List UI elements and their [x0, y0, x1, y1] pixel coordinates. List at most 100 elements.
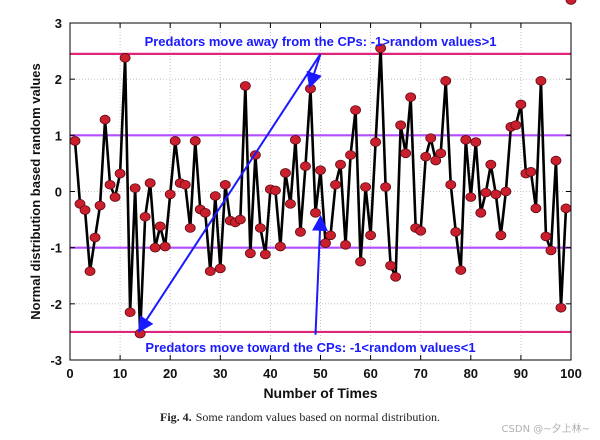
x-tick-label: 40 [263, 366, 277, 381]
data-point [495, 230, 507, 241]
data-point [129, 183, 141, 193]
data-point [550, 155, 562, 166]
data-point [320, 238, 331, 248]
data-point [545, 245, 557, 256]
data-point [244, 248, 256, 259]
data-point [199, 208, 211, 218]
chart: Predators move away from the CPs: -1>ran… [28, 0, 582, 401]
annotation-away: Predators move away from the CPs: -1>ran… [145, 34, 497, 49]
data-point [470, 137, 482, 147]
data-point [435, 148, 447, 159]
x-tick-label: 100 [560, 366, 582, 381]
data-point [214, 263, 226, 274]
y-tick-label: -2 [50, 297, 62, 312]
data-point [485, 159, 497, 170]
data-point [209, 191, 221, 201]
data-point [259, 249, 271, 260]
data-point [149, 242, 161, 253]
x-tick-label: 30 [213, 366, 227, 381]
data-point [295, 227, 306, 237]
data-point [69, 136, 81, 146]
data-point [560, 203, 572, 214]
data-point [139, 211, 151, 222]
y-tick-label: 2 [55, 72, 62, 87]
y-tick-label: -3 [50, 353, 62, 368]
data-point [159, 241, 171, 252]
data-point [219, 179, 231, 190]
caption-label: Fig. 4. [160, 410, 192, 424]
annotations: Predators move away from the CPs: -1>ran… [137, 34, 497, 355]
data-point [445, 179, 457, 190]
data-point [254, 223, 266, 233]
data-point [420, 151, 432, 162]
data-point [164, 189, 176, 200]
data-point [535, 76, 547, 86]
x-tick-label: 50 [313, 366, 327, 381]
data-point [375, 43, 387, 54]
data-point [275, 241, 286, 252]
annotation-arrow-away [306, 53, 322, 89]
data-point [450, 227, 462, 237]
x-tick-label: 80 [464, 366, 478, 381]
data-point [99, 114, 111, 125]
data-point [79, 205, 91, 215]
data-point [540, 231, 552, 242]
data-series [69, 0, 577, 339]
data-point [455, 265, 467, 275]
data-point [440, 76, 452, 86]
data-point [169, 136, 181, 146]
data-point [119, 53, 131, 63]
data-point [565, 0, 577, 5]
data-point [405, 92, 417, 102]
data-point [430, 155, 442, 166]
caption-text: Some random values based on normal distr… [195, 410, 440, 424]
data-point [515, 99, 527, 110]
data-point [305, 83, 316, 94]
x-tick-label: 90 [514, 366, 528, 381]
data-point [355, 256, 366, 267]
x-tick-label: 10 [113, 366, 127, 381]
data-point [490, 189, 502, 200]
data-point [104, 179, 116, 190]
x-tick-label: 0 [66, 366, 73, 381]
data-point [315, 165, 326, 175]
data-point [385, 260, 397, 271]
data-point [189, 136, 201, 146]
y-tick-label: 1 [55, 128, 62, 143]
data-point [89, 232, 101, 243]
data-point [239, 81, 251, 91]
data-point [415, 226, 427, 236]
data-point [109, 192, 121, 202]
data-point [510, 120, 522, 131]
data-point [380, 182, 392, 192]
data-point [270, 185, 281, 196]
data-point [480, 187, 492, 198]
data-point [179, 179, 191, 190]
data-point [154, 221, 166, 232]
x-tick-label: 60 [363, 366, 377, 381]
annotation-arrow-toward [311, 214, 328, 335]
data-point [94, 200, 106, 211]
y-tick-label: 3 [55, 16, 62, 31]
data-point [124, 307, 136, 318]
data-point [280, 168, 291, 178]
data-point [400, 148, 412, 159]
data-point [425, 133, 437, 143]
data-point [300, 161, 311, 172]
data-point [360, 182, 371, 192]
data-point [335, 159, 346, 170]
data-point [340, 240, 351, 250]
data-point [395, 120, 407, 131]
data-point [84, 266, 96, 277]
data-point [390, 272, 402, 282]
data-point [345, 150, 356, 160]
data-point [290, 135, 301, 145]
data-point [310, 208, 321, 218]
data-point [465, 192, 477, 202]
annotation-toward: Predators move toward the CPs: -1<random… [145, 340, 475, 355]
axes: 0 10 20 30 40 50 60 70 80 90 100 -3 -2 -1 0 1 2 3 [50, 16, 581, 381]
y-tick-label: -1 [50, 241, 62, 256]
data-point [525, 167, 537, 177]
data-point [184, 223, 196, 233]
y-axis-label: Normal distribution based random values [28, 63, 43, 319]
